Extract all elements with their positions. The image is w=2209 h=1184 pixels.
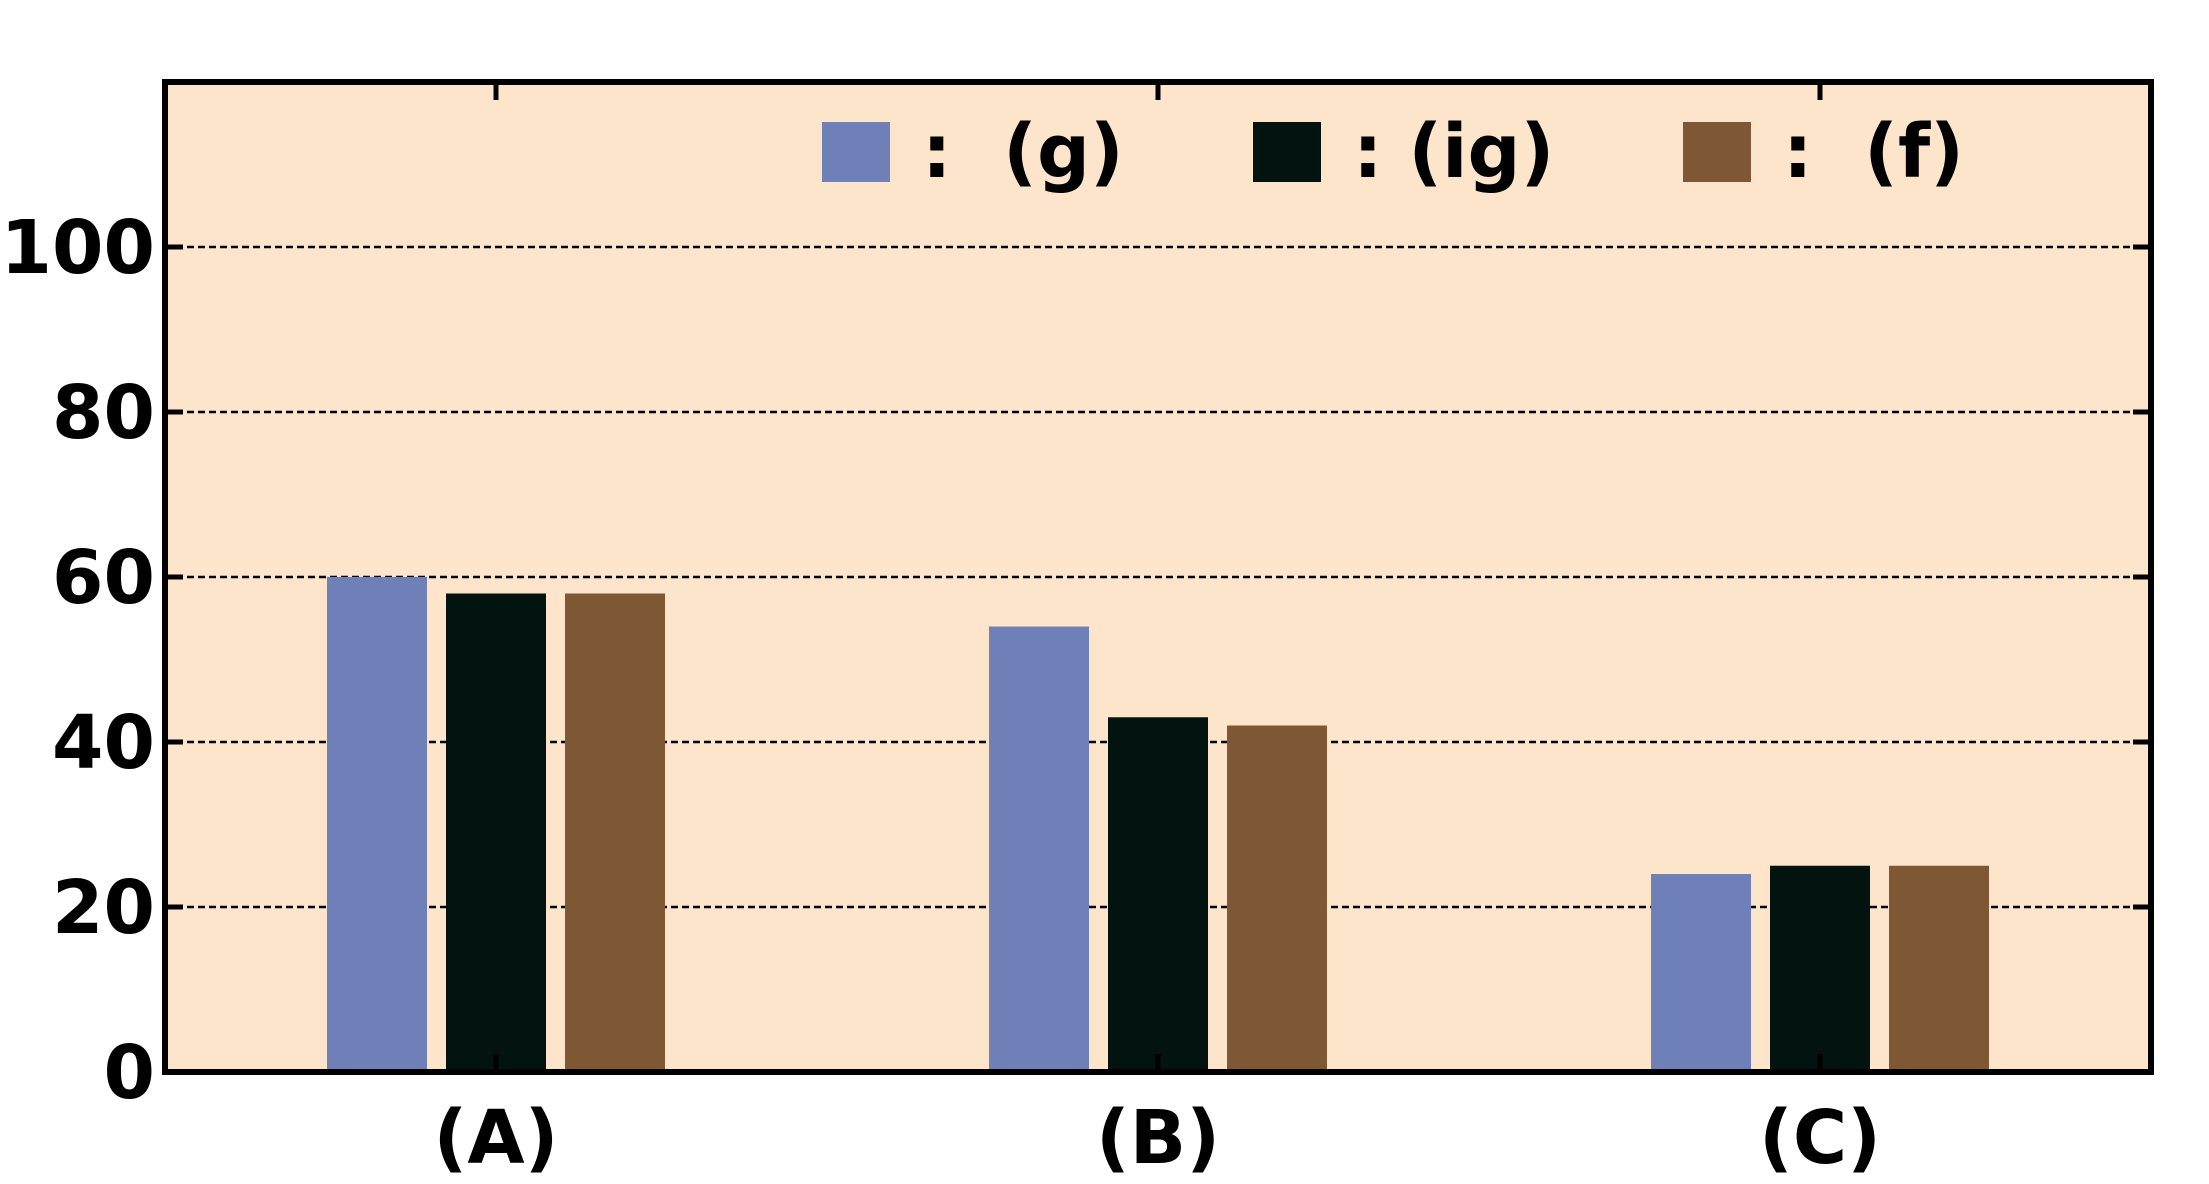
plot-frame bbox=[162, 79, 2154, 1075]
bar-c-series-1 bbox=[1770, 865, 1870, 1072]
y-tick-label-0: 0 bbox=[104, 1030, 156, 1116]
legend: : (g) : (ig) : (f) bbox=[822, 109, 1964, 195]
bar-b-series-2 bbox=[1227, 725, 1327, 1072]
x-tick-label-0: (A) bbox=[434, 1095, 559, 1181]
x-tick-label-1: (B) bbox=[1096, 1095, 1220, 1181]
legend-label-2: : (f) bbox=[1783, 109, 1964, 195]
y-tick-label-60: 60 bbox=[52, 535, 155, 621]
legend-swatch-2 bbox=[1683, 122, 1751, 182]
y-tick-label-20: 20 bbox=[52, 865, 155, 951]
bar-b-series-0 bbox=[989, 626, 1089, 1072]
bar-a-series-0 bbox=[327, 577, 427, 1072]
y-tick-label-80: 80 bbox=[52, 370, 155, 456]
legend-swatch-0 bbox=[822, 122, 890, 182]
bar-c-series-2 bbox=[1889, 865, 1989, 1072]
legend-label-0: : (g) bbox=[922, 109, 1124, 195]
legend-swatch-1 bbox=[1253, 122, 1321, 182]
x-axis-tick-labels: (A) (B) (C) bbox=[434, 1095, 1881, 1181]
bar-c-series-0 bbox=[1651, 874, 1751, 1072]
x-tick-label-2: (C) bbox=[1759, 1095, 1881, 1181]
y-tick-label-40: 40 bbox=[52, 700, 155, 786]
y-axis-tick-labels: 0 20 40 60 80 100 bbox=[1, 205, 155, 1116]
bars-group bbox=[327, 577, 1989, 1072]
bar-a-series-2 bbox=[565, 593, 665, 1072]
bar-a-series-1 bbox=[446, 593, 546, 1072]
bar-b-series-1 bbox=[1108, 717, 1208, 1072]
y-tick-label-100: 100 bbox=[1, 205, 155, 291]
legend-label-1: : (ig) bbox=[1353, 109, 1554, 195]
